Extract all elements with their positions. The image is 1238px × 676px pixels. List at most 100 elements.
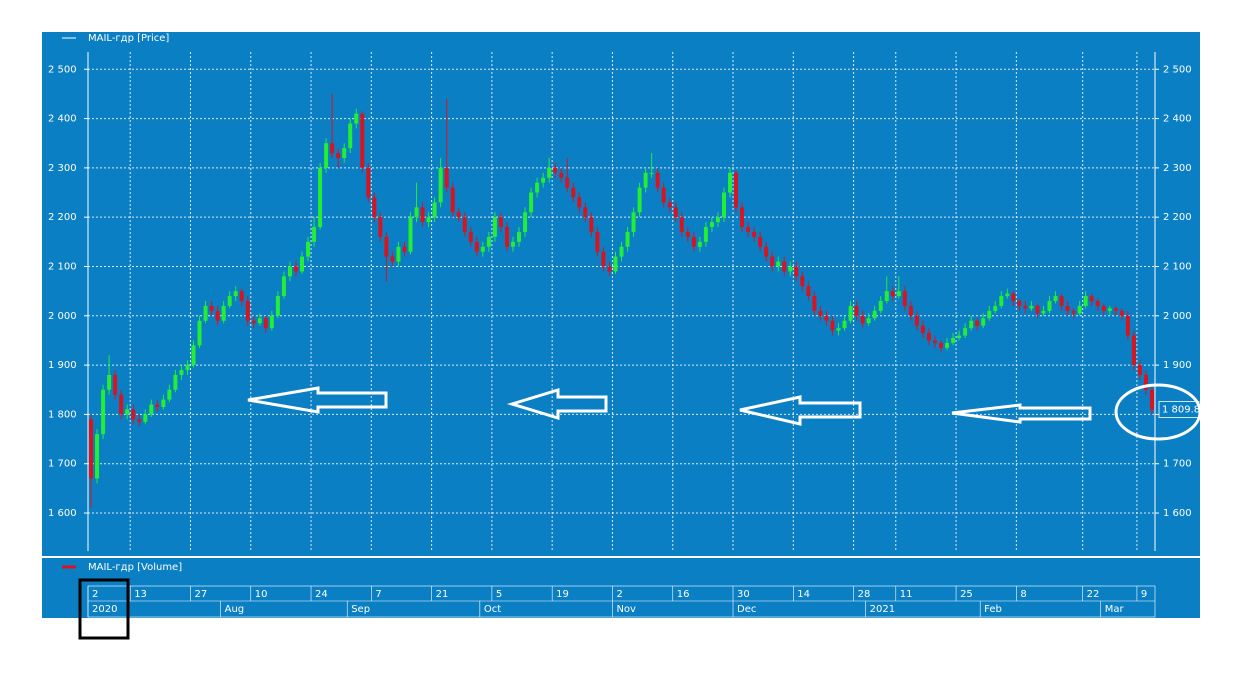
candle-body [257, 318, 262, 324]
candle-body [498, 217, 503, 228]
candle-body [372, 197, 377, 218]
candle-body [486, 236, 491, 247]
candle-body [920, 325, 925, 334]
candle-body [179, 370, 184, 375]
candle-body [667, 202, 672, 208]
y-tick-label: 1 600 [1163, 508, 1192, 519]
candle-body [450, 187, 455, 213]
y-tick-label: 1 700 [48, 459, 77, 470]
candle-body [951, 337, 956, 343]
candle-body [185, 365, 190, 371]
candle-body [462, 217, 467, 232]
month-label: Aug [225, 604, 245, 615]
candle-body [854, 305, 859, 316]
arrow [247, 386, 388, 414]
candle-body [595, 231, 600, 252]
candle-body [137, 419, 142, 422]
candle-body [631, 212, 636, 232]
candle-body [607, 266, 612, 272]
arrow [951, 403, 1092, 424]
candle-body [685, 231, 690, 237]
candle-body [752, 231, 757, 237]
candle-body [221, 305, 226, 321]
y-tick-label: 2 500 [1163, 64, 1192, 75]
y-tick-label: 1 700 [1163, 459, 1192, 470]
candle-body [782, 261, 787, 272]
candle-body [233, 291, 238, 297]
candle-body [963, 328, 968, 336]
candle-body [149, 404, 154, 415]
chart-panel [42, 32, 1200, 618]
x-tick-label: 28 [858, 589, 871, 600]
x-tick-label: 22 [1087, 589, 1100, 600]
candle-body [1131, 335, 1136, 366]
candle-body [1137, 365, 1142, 375]
candle-body [239, 291, 244, 302]
candle-body [1029, 305, 1034, 309]
candle-body [999, 296, 1004, 306]
candle-body [366, 167, 371, 198]
candle-body [1083, 296, 1088, 306]
candle-body [95, 434, 100, 479]
candle-body [709, 222, 714, 228]
candle-body [263, 318, 268, 329]
month-label: Nov [616, 604, 636, 615]
candle-body [161, 399, 166, 408]
month-label: Sep [351, 604, 370, 615]
candle-body [287, 266, 292, 277]
candle-body [721, 192, 726, 218]
candle-body [589, 217, 594, 232]
candle-body [504, 227, 509, 247]
arrow [506, 387, 608, 421]
candle-body [902, 291, 907, 306]
candle-body [836, 328, 841, 331]
candle-body [715, 217, 720, 223]
candle-body [824, 315, 829, 321]
y-tick-label: 2 200 [48, 212, 77, 223]
y-tick-label: 2 100 [48, 261, 77, 272]
candle-body [746, 227, 751, 232]
candle-body [1077, 305, 1082, 314]
x-tick-label: 9 [1141, 589, 1147, 600]
candle-body [649, 172, 654, 174]
candle-body [625, 231, 630, 247]
candle-body [655, 172, 660, 188]
candle-body [1107, 308, 1112, 311]
candle-body [1065, 305, 1070, 311]
candle-body [523, 212, 528, 232]
candle-body [703, 227, 708, 242]
candle-body [583, 207, 588, 218]
candle-body [679, 217, 684, 232]
x-tick-label: 2 [616, 589, 622, 600]
x-tick-label: 25 [960, 589, 973, 600]
y-tick-label: 2 400 [48, 114, 77, 125]
month-label: Mar [1105, 604, 1125, 615]
candle-body [697, 241, 702, 247]
candle-body [444, 167, 449, 188]
candle-body [926, 333, 931, 341]
candle-body [613, 256, 618, 272]
candle-body [794, 266, 799, 277]
candle-body [1119, 310, 1124, 316]
candle-body [932, 340, 937, 343]
y-tick-label: 2 000 [1163, 311, 1192, 322]
candle-body [119, 394, 124, 415]
candle-body [209, 305, 214, 311]
month-label: Dec [737, 604, 756, 615]
candle-body [468, 231, 473, 242]
candle-body [547, 167, 552, 178]
candle-body [890, 291, 895, 297]
candle-body [788, 266, 793, 272]
legend-label: MAIL-гдр [Price] [88, 33, 169, 44]
candle-body [1011, 293, 1016, 302]
candle-body [806, 286, 811, 297]
candle-body [673, 207, 678, 218]
candle-body [1089, 296, 1094, 302]
x-tick-label: 30 [737, 589, 750, 600]
x-tick-label: 13 [134, 589, 147, 600]
y-tick-label: 2 300 [48, 163, 77, 174]
candle-body [987, 310, 992, 319]
candle-body [577, 197, 582, 208]
candle-body [553, 167, 558, 173]
